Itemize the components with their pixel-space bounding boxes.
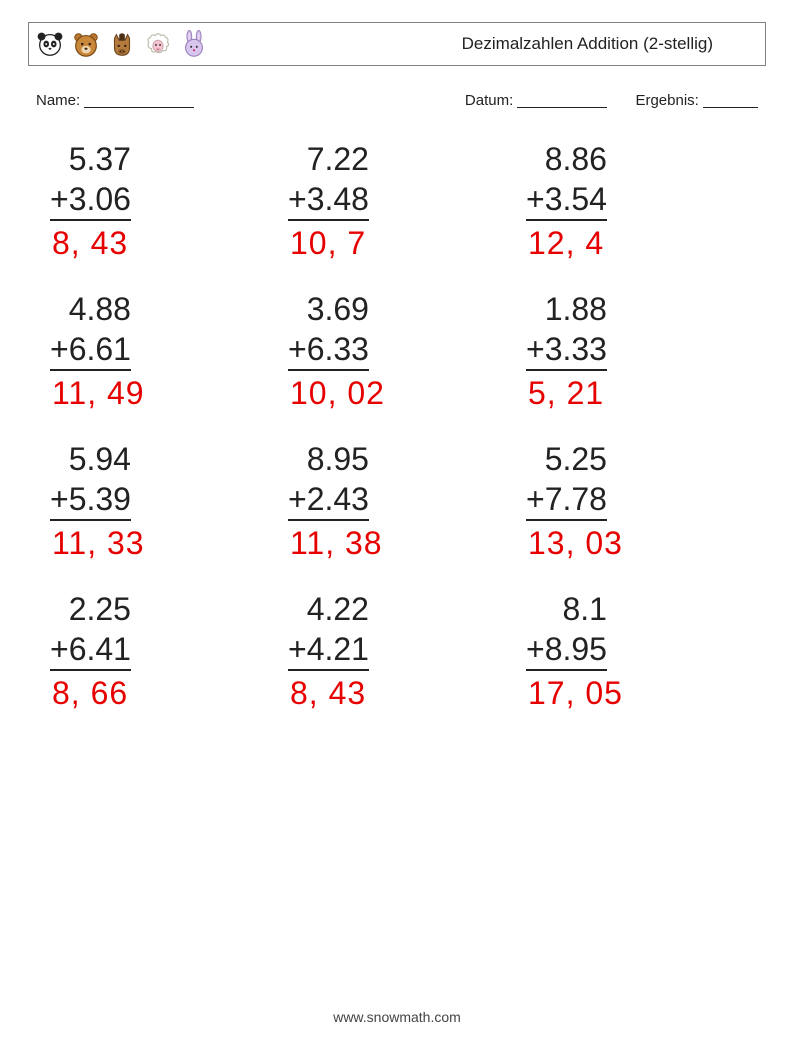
- problem-cell: 3.69+6.3310, 02: [288, 289, 506, 413]
- addend-bottom: +3.33: [526, 329, 607, 371]
- addend-top: 8.1: [526, 589, 607, 629]
- problem-stack: 5.25+7.78: [526, 439, 607, 521]
- problem-cell: 5.94+5.3911, 33: [50, 439, 268, 563]
- addend-bottom: +6.61: [50, 329, 131, 371]
- problem-cell: 7.22+3.4810, 7: [288, 139, 506, 263]
- problem-cell: 8.86+3.5412, 4: [526, 139, 744, 263]
- addend-top: 4.22: [288, 589, 369, 629]
- problem-stack: 5.94+5.39: [50, 439, 131, 521]
- problem-stack: 4.22+4.21: [288, 589, 369, 671]
- addend-bottom: +6.41: [50, 629, 131, 671]
- answer: 10, 02: [288, 373, 385, 413]
- problem-cell: 8.1+8.9517, 05: [526, 589, 744, 713]
- addend-top: 5.37: [50, 139, 131, 179]
- addend-bottom: +7.78: [526, 479, 607, 521]
- sheep-icon: [143, 29, 173, 59]
- problem-stack: 8.86+3.54: [526, 139, 607, 221]
- date-label: Datum:: [465, 92, 513, 109]
- problem-stack: 8.1+8.95: [526, 589, 607, 671]
- problem-cell: 5.25+7.7813, 03: [526, 439, 744, 563]
- name-label: Name:: [36, 92, 80, 109]
- addend-top: 8.86: [526, 139, 607, 179]
- result-field: Ergebnis:: [635, 90, 758, 109]
- addend-top: 8.95: [288, 439, 369, 479]
- addend-top: 5.25: [526, 439, 607, 479]
- addend-bottom: +3.48: [288, 179, 369, 221]
- problem-stack: 8.95+2.43: [288, 439, 369, 521]
- problem-stack: 2.25+6.41: [50, 589, 131, 671]
- addend-bottom: +3.06: [50, 179, 131, 221]
- addend-top: 4.88: [50, 289, 131, 329]
- addend-bottom: +5.39: [50, 479, 131, 521]
- addend-top: 7.22: [288, 139, 369, 179]
- name-field: Name:: [36, 90, 194, 109]
- answer: 10, 7: [288, 223, 366, 263]
- problem-stack: 5.37+3.06: [50, 139, 131, 221]
- answer: 13, 03: [526, 523, 623, 563]
- addend-bottom: +6.33: [288, 329, 369, 371]
- problem-grid: 5.37+3.068, 43 7.22+3.4810, 7 8.86+3.541…: [28, 139, 766, 713]
- header-bar: Dezimalzahlen Addition (2-stellig): [28, 22, 766, 66]
- problem-cell: 8.95+2.4311, 38: [288, 439, 506, 563]
- answer: 8, 43: [288, 673, 366, 713]
- rabbit-icon: [179, 29, 209, 59]
- result-blank: [703, 93, 758, 108]
- horse-icon: [107, 29, 137, 59]
- problem-cell: 5.37+3.068, 43: [50, 139, 268, 263]
- problem-cell: 1.88+3.335, 21: [526, 289, 744, 413]
- addend-bottom: +3.54: [526, 179, 607, 221]
- worksheet-title: Dezimalzahlen Addition (2-stellig): [462, 34, 753, 54]
- problem-cell: 4.88+6.6111, 49: [50, 289, 268, 413]
- addend-bottom: +2.43: [288, 479, 369, 521]
- addend-top: 3.69: [288, 289, 369, 329]
- animal-icon-row: [35, 29, 209, 59]
- problem-stack: 7.22+3.48: [288, 139, 369, 221]
- answer: 11, 49: [50, 373, 145, 413]
- answer: 17, 05: [526, 673, 623, 713]
- answer: 12, 4: [526, 223, 604, 263]
- answer: 8, 43: [50, 223, 128, 263]
- answer: 11, 38: [288, 523, 383, 563]
- addend-bottom: +4.21: [288, 629, 369, 671]
- answer: 8, 66: [50, 673, 128, 713]
- panda-icon: [35, 29, 65, 59]
- problem-cell: 4.22+4.218, 43: [288, 589, 506, 713]
- problem-cell: 2.25+6.418, 66: [50, 589, 268, 713]
- answer: 5, 21: [526, 373, 604, 413]
- addend-bottom: +8.95: [526, 629, 607, 671]
- addend-top: 5.94: [50, 439, 131, 479]
- bear-icon: [71, 29, 101, 59]
- problem-stack: 1.88+3.33: [526, 289, 607, 371]
- worksheet-page: Dezimalzahlen Addition (2-stellig) Name:…: [0, 0, 794, 1053]
- problem-stack: 4.88+6.61: [50, 289, 131, 371]
- date-blank: [517, 93, 607, 108]
- date-field: Datum:: [465, 90, 608, 109]
- result-label: Ergebnis:: [635, 92, 698, 109]
- info-row: Name: Datum: Ergebnis:: [36, 90, 758, 109]
- answer: 11, 33: [50, 523, 145, 563]
- problem-stack: 3.69+6.33: [288, 289, 369, 371]
- addend-top: 2.25: [50, 589, 131, 629]
- addend-top: 1.88: [526, 289, 607, 329]
- name-blank: [84, 93, 194, 108]
- footer-url: www.snowmath.com: [0, 1009, 794, 1025]
